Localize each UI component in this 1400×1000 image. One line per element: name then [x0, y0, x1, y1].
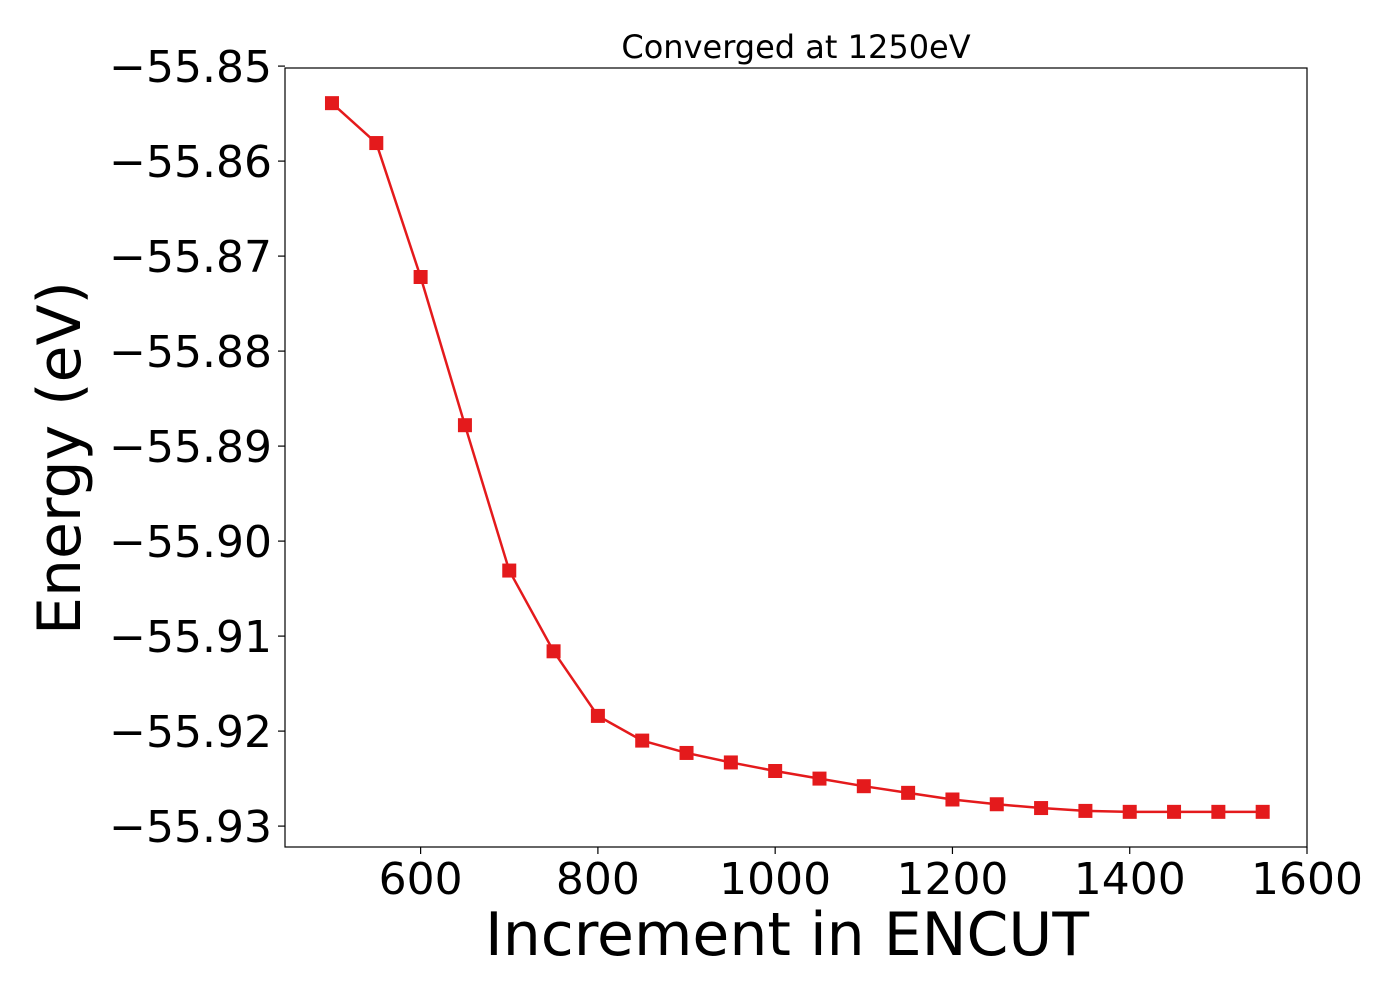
x-tick-label: 600 — [379, 854, 463, 905]
data-point-marker — [369, 136, 384, 151]
data-point-marker — [723, 755, 738, 770]
y-tick-label: −55.90 — [109, 517, 272, 568]
data-point-marker — [635, 733, 650, 748]
data-point-marker — [1078, 803, 1093, 818]
data-point-marker — [413, 270, 428, 284]
y-tick-label: −55.85 — [109, 42, 272, 93]
y-tick-label: −55.91 — [109, 612, 272, 663]
plot-frame — [284, 67, 1308, 848]
data-point-marker — [457, 418, 472, 433]
plot-area: 600 800 1000 1200 1400 1600 −55.85 −55.86 −55.87… — [109, 42, 1363, 905]
data-point-marker — [1211, 804, 1226, 819]
y-tick-label: −55.92 — [109, 707, 272, 758]
data-point-marker — [324, 96, 339, 111]
x-tick-label: 1600 — [1251, 854, 1363, 905]
data-point-marker — [502, 563, 517, 578]
data-point-marker — [1034, 801, 1049, 816]
x-tick-label: 800 — [556, 854, 640, 905]
data-point-marker — [679, 745, 694, 760]
data-point-marker — [856, 779, 871, 794]
y-tick-label: −55.86 — [109, 137, 272, 188]
x-axis-label: Increment in ENCUT — [485, 900, 1089, 970]
y-tick-label: −55.87 — [109, 232, 272, 283]
y-tick-label: −55.89 — [109, 422, 272, 473]
data-point-marker — [1122, 804, 1137, 819]
data-point-marker — [901, 785, 916, 800]
y-tick-label: −55.88 — [109, 327, 272, 378]
y-axis-label: Energy (eV) — [25, 281, 95, 635]
data-point-marker — [546, 644, 561, 659]
chart-title: Converged at 1250eV — [621, 28, 970, 66]
data-point-marker — [1255, 804, 1270, 819]
data-point-marker — [945, 792, 960, 807]
data-point-marker — [812, 771, 827, 786]
data-point-marker — [1167, 804, 1182, 819]
data-point-marker — [768, 764, 783, 778]
data-point-marker — [989, 797, 1004, 812]
x-tick-label: 1400 — [1074, 854, 1186, 905]
y-tick-label: −55.93 — [109, 802, 272, 853]
x-tick-label: 1200 — [896, 854, 1008, 905]
series-line — [330, 101, 1264, 814]
x-tick-label: 1000 — [719, 854, 831, 905]
data-point-marker — [590, 708, 605, 723]
